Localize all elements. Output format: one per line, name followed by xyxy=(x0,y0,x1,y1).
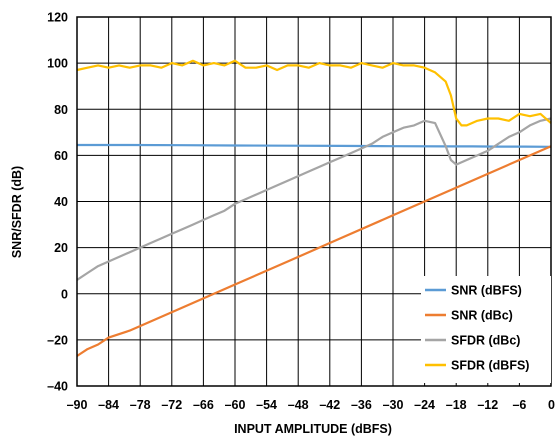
series-line-sfdr-dbfs xyxy=(76,59,552,127)
series-line-snr-dbfs xyxy=(77,143,552,148)
y-tick-label: –40 xyxy=(47,380,68,394)
y-tick-label: 0 xyxy=(61,287,68,301)
series-line-snr-dbc xyxy=(76,145,552,357)
x-tick-label: –72 xyxy=(161,398,182,412)
x-tick-label: –78 xyxy=(130,398,151,412)
x-tick-label: –18 xyxy=(446,398,467,412)
series-line-sfdr-dbc xyxy=(76,117,552,281)
plot-frame xyxy=(76,16,552,387)
y-tick-label: 20 xyxy=(54,241,68,255)
x-tick-label: –48 xyxy=(288,398,309,412)
series-layer xyxy=(76,59,552,357)
y-tick-label: –20 xyxy=(47,333,68,347)
y-tick-label: 120 xyxy=(47,11,68,25)
x-tick-label: –36 xyxy=(351,398,372,412)
x-tick-label: –42 xyxy=(319,398,340,412)
y-tick-label: 60 xyxy=(54,149,68,163)
x-tick-label: 0 xyxy=(548,398,555,412)
legend-label: SFDR (dBc) xyxy=(451,334,520,348)
x-axis-label: INPUT AMPLITUDE (dBFS) xyxy=(234,422,392,436)
legend-label: SFDR (dBFS) xyxy=(451,359,529,373)
legend-label: SNR (dBFS) xyxy=(451,284,522,298)
x-tick-label: –6 xyxy=(512,398,526,412)
x-axis-ticks: –90 –84 –78 –72 –66 –60 –54 –48 –42 –36 –30 –24 –18–… xyxy=(67,398,555,412)
x-tick-label: –90 xyxy=(67,398,88,412)
x-tick-label: –12 xyxy=(477,398,498,412)
legend: SNR (dBFS) SNR (dBc) SFDR (dBc) SFDR (dBFS) xyxy=(421,276,551,383)
legend-label: SNR (dBc) xyxy=(451,309,513,323)
y-tick-label: 40 xyxy=(54,195,68,209)
x-tick-label: –30 xyxy=(383,398,404,412)
x-tick-label: –60 xyxy=(225,398,246,412)
y-axis-label: SNR/SFDR (dB) xyxy=(10,166,24,258)
y-axis-ticks: –40 –20 0 20 40 60 80 100 120 xyxy=(47,11,68,394)
x-tick-label: –54 xyxy=(256,398,277,412)
x-tick-label: –24 xyxy=(414,398,435,412)
y-tick-label: 80 xyxy=(54,103,68,117)
y-tick-label: 100 xyxy=(47,57,68,71)
x-tick-label: –66 xyxy=(193,398,214,412)
x-tick-label: –84 xyxy=(98,398,119,412)
